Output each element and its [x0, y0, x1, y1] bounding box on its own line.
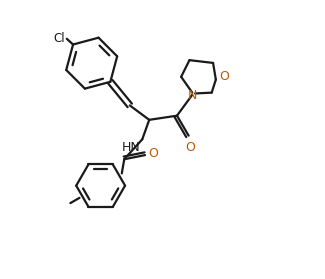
Text: O: O — [185, 141, 195, 154]
Text: Cl: Cl — [54, 32, 65, 45]
Text: N: N — [188, 90, 197, 102]
Text: O: O — [148, 147, 158, 160]
Text: HN: HN — [122, 141, 141, 154]
Text: O: O — [219, 70, 229, 83]
